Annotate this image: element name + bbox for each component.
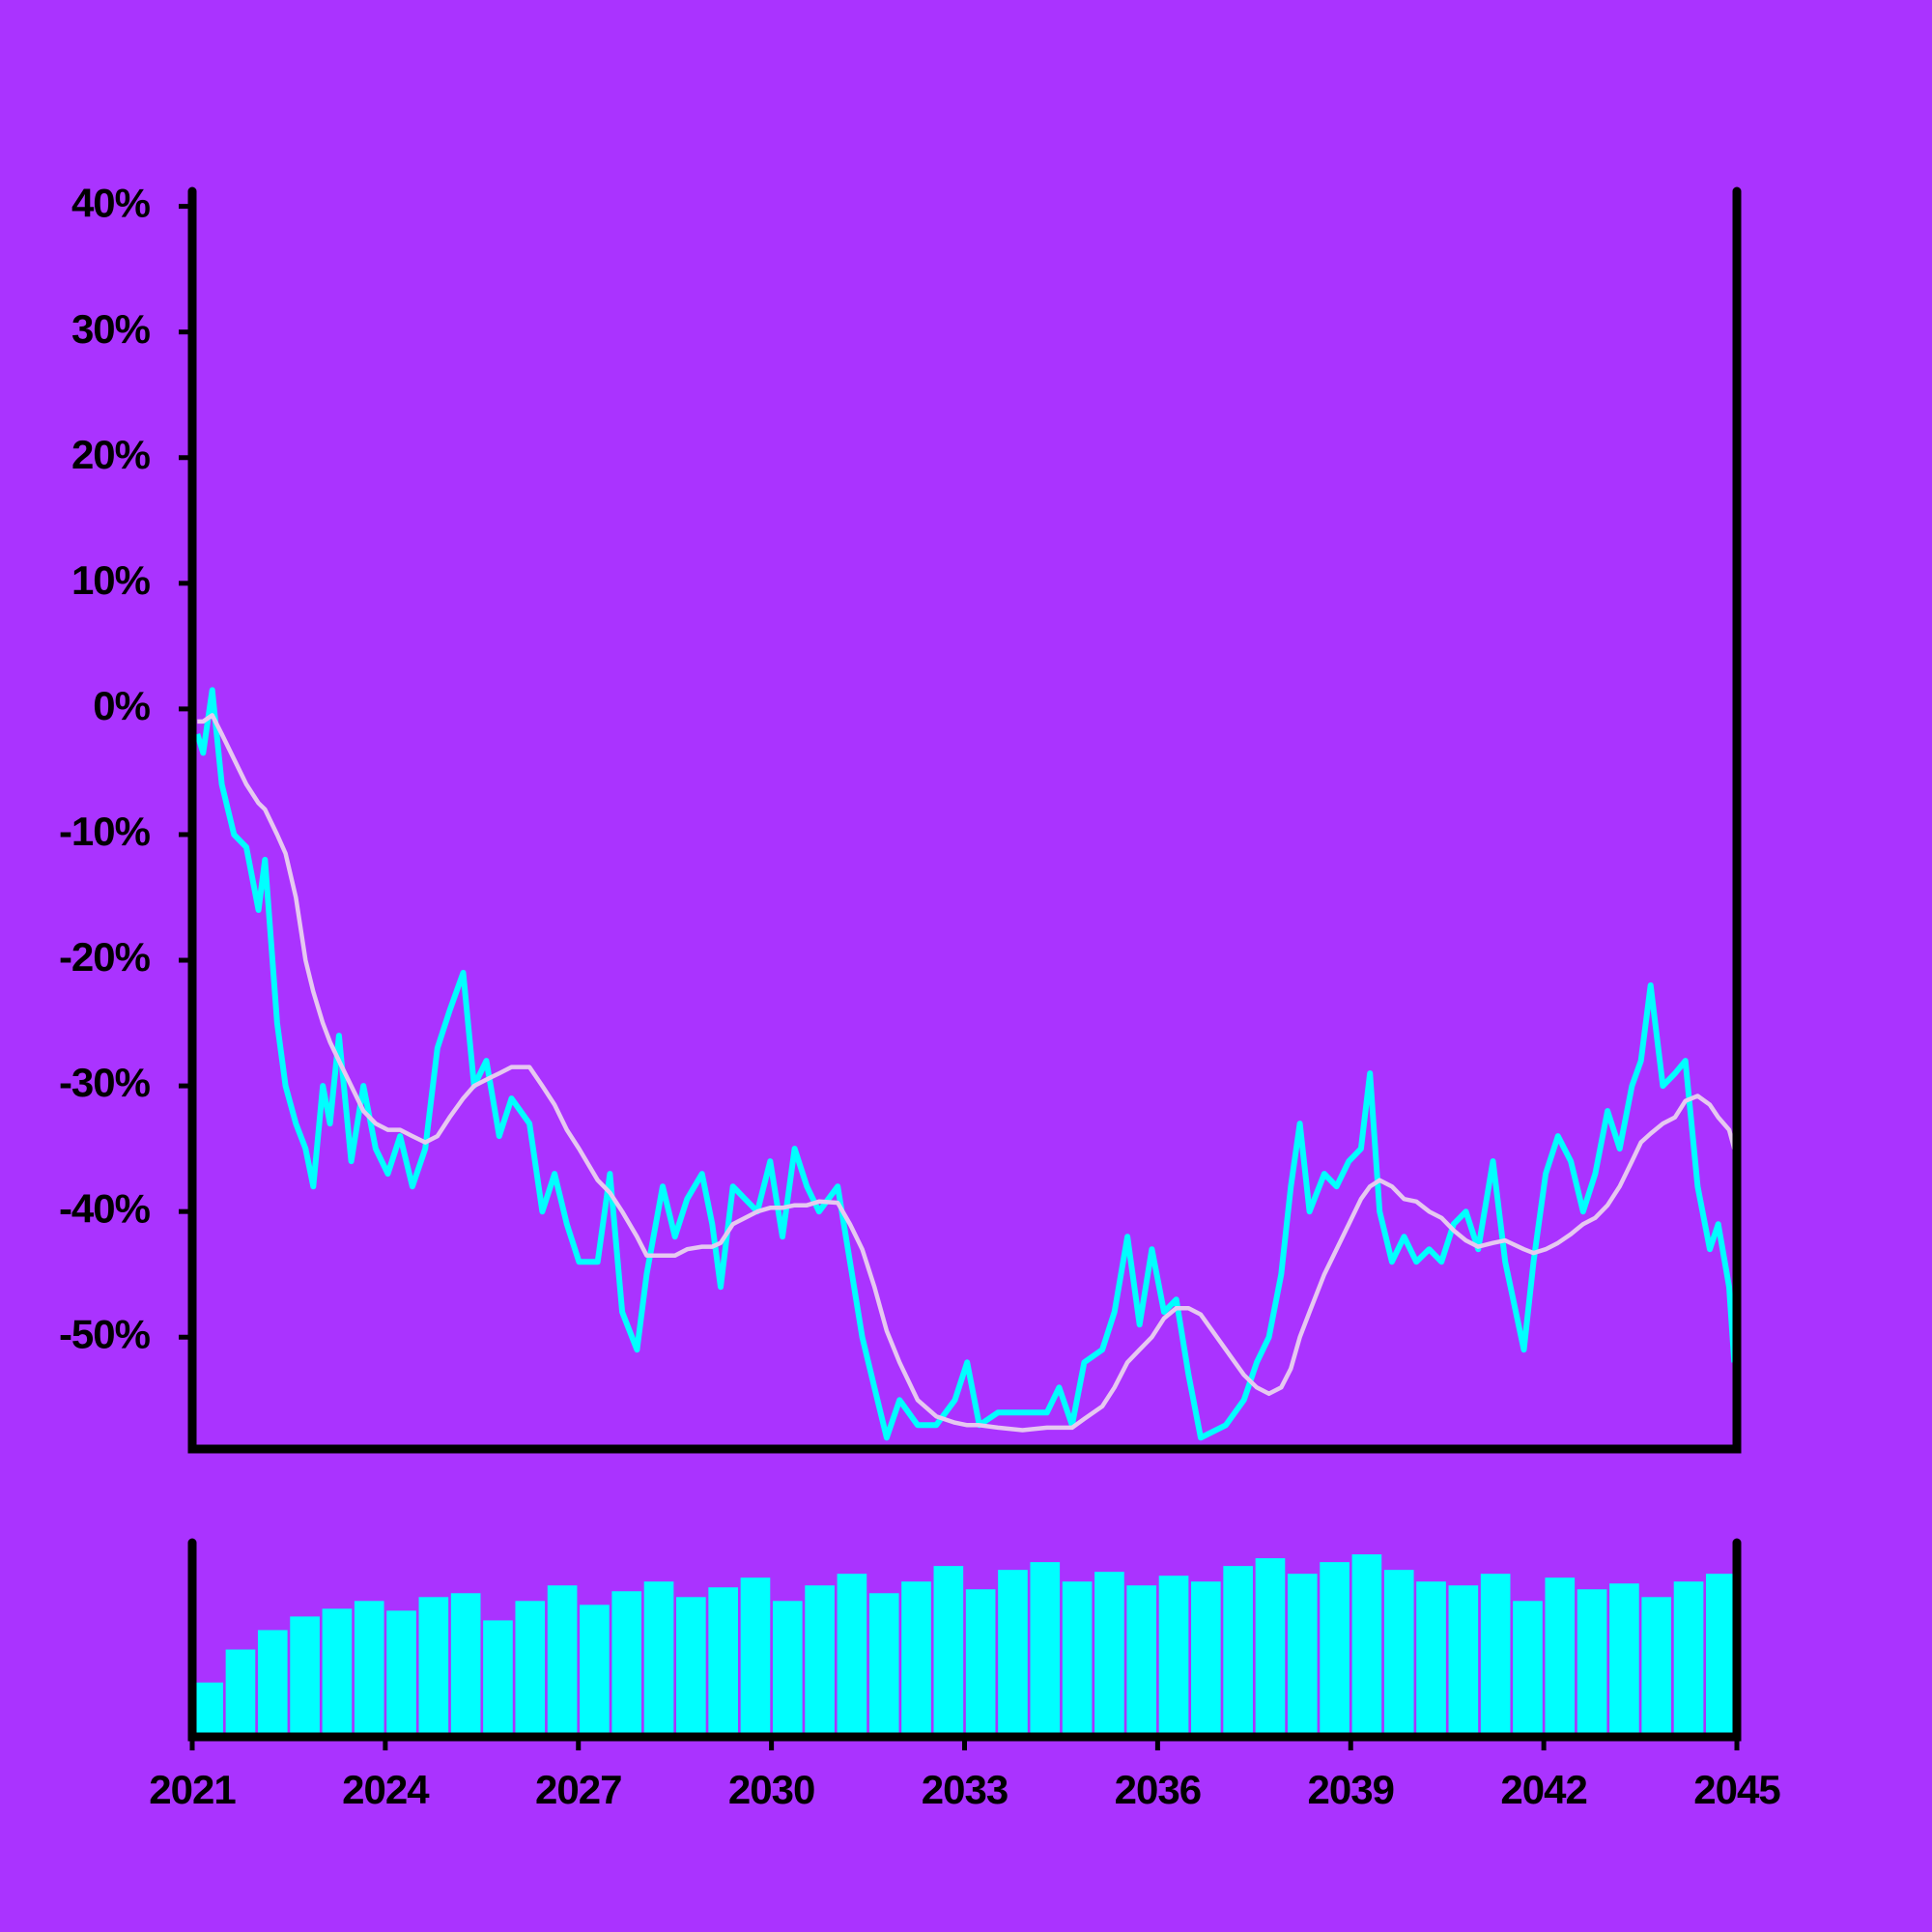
y-tick-label: -20%: [59, 934, 151, 980]
bar: [193, 1682, 223, 1737]
x-tick-label: 2036: [1115, 1767, 1201, 1812]
bar: [1480, 1574, 1511, 1737]
bar: [1641, 1597, 1672, 1737]
bar: [965, 1589, 996, 1737]
bar: [1609, 1583, 1639, 1737]
bar: [1255, 1558, 1286, 1737]
bar: [1126, 1585, 1157, 1737]
x-tick-label: 2024: [342, 1767, 430, 1812]
bar: [418, 1597, 449, 1737]
x-tick-label: 2027: [535, 1767, 621, 1812]
bar: [225, 1649, 256, 1737]
y-tick-label: -10%: [59, 809, 151, 854]
line-series: [194, 687, 1737, 1441]
bar: [354, 1601, 384, 1737]
y-tick-label: -30%: [59, 1060, 151, 1105]
bar: [1223, 1566, 1253, 1737]
bar: [933, 1566, 964, 1737]
bar: [547, 1585, 578, 1737]
line-series: [197, 713, 1737, 1433]
y-tick-label: 30%: [71, 306, 151, 352]
y-tick-label: -50%: [59, 1311, 151, 1356]
bar: [322, 1608, 353, 1737]
bar: [257, 1630, 288, 1737]
x-tick-label: 2021: [149, 1767, 236, 1812]
bar: [901, 1581, 931, 1737]
y-tick-label: 0%: [93, 683, 150, 728]
bar: [1320, 1562, 1350, 1737]
y-tick-label: 10%: [71, 557, 151, 603]
bar: [868, 1593, 899, 1737]
bar: [837, 1574, 867, 1737]
axis-frame: [187, 186, 1742, 1454]
x-tick-label: 2042: [1500, 1767, 1586, 1812]
bar: [386, 1610, 416, 1737]
bar: [1673, 1581, 1704, 1737]
bar: [483, 1620, 513, 1737]
bar: [1383, 1570, 1414, 1737]
bar: [1706, 1574, 1736, 1737]
y-tick-label: -40%: [59, 1185, 151, 1231]
bar: [708, 1587, 738, 1737]
x-tick-label: 2030: [728, 1767, 814, 1812]
bar: [1545, 1577, 1576, 1737]
bar: [1287, 1574, 1318, 1737]
plot-area: [194, 687, 1737, 1441]
bar: [611, 1591, 642, 1737]
y-tick-label: 20%: [71, 432, 151, 477]
bar: [643, 1581, 674, 1737]
bar: [1513, 1601, 1543, 1737]
bar: [1062, 1581, 1093, 1737]
bar: [1416, 1581, 1446, 1737]
bar: [450, 1593, 481, 1737]
bar: [998, 1570, 1028, 1737]
bar: [1448, 1585, 1479, 1737]
bar: [740, 1577, 771, 1737]
y-tick-label: 40%: [71, 181, 151, 226]
bar: [1158, 1576, 1189, 1737]
x-tick-label: 2039: [1308, 1767, 1394, 1812]
bar: [290, 1616, 320, 1737]
x-tick-label: 2045: [1693, 1767, 1780, 1812]
bar: [515, 1601, 546, 1737]
x-tick-label: 2033: [922, 1767, 1008, 1812]
bar: [1191, 1581, 1221, 1737]
bar: [1094, 1572, 1124, 1737]
axis-frame: [187, 1538, 1742, 1742]
bar: [676, 1597, 706, 1737]
bar: [1577, 1589, 1607, 1737]
bar: [805, 1585, 835, 1737]
bar: [580, 1605, 610, 1737]
bar: [772, 1601, 803, 1737]
bar: [1351, 1554, 1382, 1737]
bar: [1030, 1562, 1061, 1737]
